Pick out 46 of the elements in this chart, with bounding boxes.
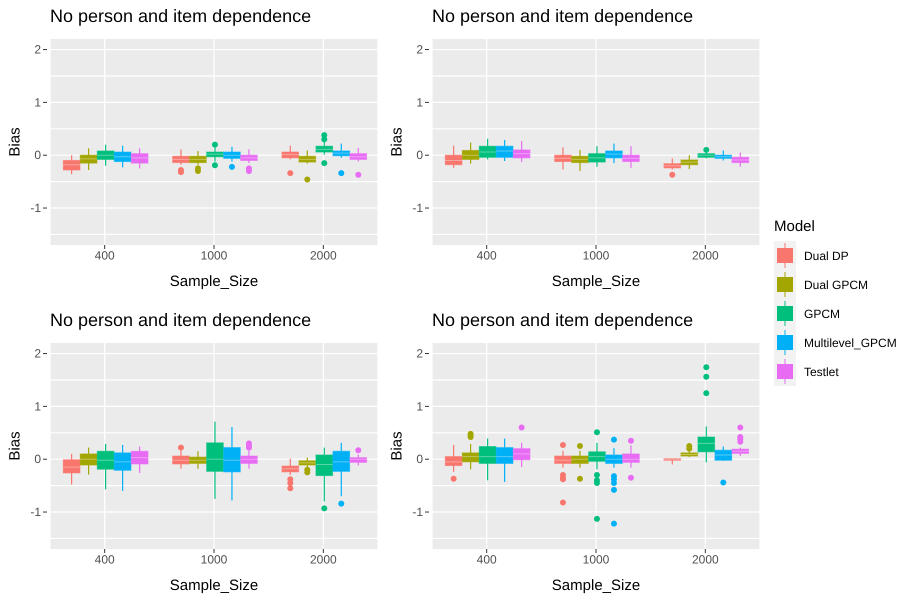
legend-label: Testlet [804,364,839,378]
legend-label: Dual GPCM [804,278,868,292]
y-tick-label: 0 [416,452,424,466]
y-tick-label: 2 [34,346,42,361]
x-tick-label: 2000 [692,248,720,263]
y-tick-label: 1 [416,399,424,414]
y-axis-title: Bias [6,127,24,157]
y-axis-title: Bias [6,431,24,461]
legend-title: Model [774,218,816,235]
x-axis-title: Sample_Size [552,273,640,290]
y-tick-label: 2 [416,42,424,57]
x-tick-label: 400 [476,552,497,567]
x-tick-label: 1000 [200,248,228,263]
chart-title: No person and item dependence [50,310,312,331]
y-axis-title: Bias [388,431,406,461]
x-tick-label: 400 [94,248,115,263]
chart-title: No person and item dependence [432,310,694,331]
x-tick-label: 400 [476,248,497,263]
legend-label: Dual DP [804,248,849,262]
y-tick-label: 1 [416,95,424,110]
y-tick-label: 0 [34,148,42,162]
y-tick-label: -1 [412,201,424,216]
y-tick-label: -1 [30,505,42,520]
chart-title: No person and item dependence [432,6,694,27]
x-tick-label: 400 [94,552,115,567]
x-tick-label: 1000 [582,248,610,263]
y-tick-label: 0 [416,148,424,162]
x-axis-title: Sample_Size [170,273,258,290]
x-axis-title: Sample_Size [552,577,640,594]
x-tick-label: 2000 [310,248,338,263]
y-tick-label: 1 [34,399,42,414]
y-tick-label: 1 [34,95,42,110]
x-tick-label: 2000 [310,552,338,567]
legend-label: GPCM [804,306,840,320]
legend-label: Multilevel_GPCM [804,336,897,350]
y-tick-label: -1 [30,201,42,216]
chart-title: No person and item dependence [50,6,312,27]
x-tick-label: 2000 [692,552,720,567]
y-tick-label: -1 [412,505,424,520]
y-tick-label: 2 [416,346,424,361]
y-tick-label: 2 [34,42,42,57]
y-axis-title: Bias [388,127,406,157]
x-axis-title: Sample_Size [170,577,258,594]
x-tick-label: 1000 [200,552,228,567]
x-tick-label: 1000 [582,552,610,567]
y-tick-label: 0 [34,452,42,466]
